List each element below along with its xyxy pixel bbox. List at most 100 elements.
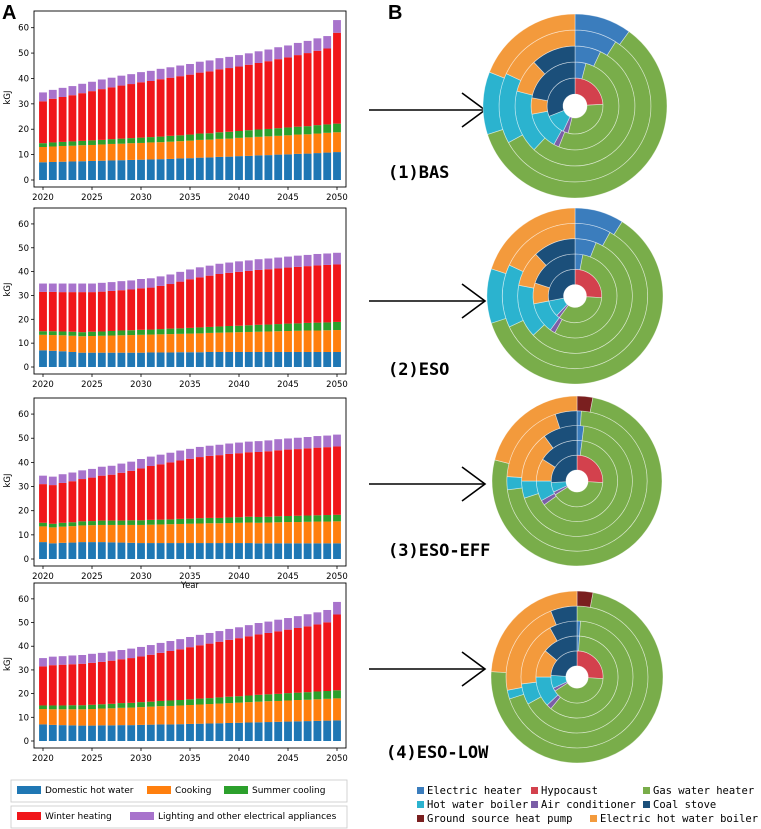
bar-segment: [195, 634, 204, 646]
bar-segment: [58, 522, 67, 527]
x-tick-label: 2040: [228, 572, 250, 582]
bar-segment: [39, 666, 47, 706]
bar-segment: [137, 724, 145, 741]
x-tick-label: 2020: [32, 572, 54, 582]
bar-segment: [244, 702, 253, 723]
bar-segment: [333, 720, 341, 741]
bar-segment: [146, 645, 155, 655]
bar-segment: [78, 525, 87, 543]
bar-segment: [39, 101, 47, 144]
bar-segment: [313, 447, 322, 516]
bar-segment: [107, 290, 116, 331]
bar-segment: [156, 724, 165, 741]
y-axis-label: kGJ: [3, 282, 13, 296]
bar-segment: [225, 138, 234, 157]
bar-segment: [215, 703, 224, 724]
bar-segment: [78, 93, 87, 141]
sunburst-4: [490, 590, 664, 764]
y-tick-label: 60: [18, 595, 29, 605]
y-tick-label: 10: [18, 713, 29, 723]
bar-segment: [215, 332, 224, 352]
bar-segment: [48, 350, 57, 367]
bar-segment: [107, 708, 116, 726]
bar-segment: [264, 49, 273, 62]
bar-segment: [68, 542, 77, 559]
bar-segment: [274, 693, 283, 701]
x-tick-label: 2035: [179, 193, 201, 203]
bar-segment: [254, 51, 263, 63]
bar-segment: [235, 517, 243, 523]
bar-segment: [88, 292, 96, 332]
bar-segment: [274, 700, 283, 722]
bar-segment: [235, 351, 243, 367]
bar-segment: [323, 264, 332, 323]
bar-segment: [195, 704, 204, 724]
bar-segment: [78, 470, 87, 480]
bar-segment: [323, 720, 332, 741]
legend-b-swatch: [417, 815, 424, 822]
bar-segment: [156, 159, 165, 180]
bar-segment: [58, 161, 67, 180]
bar-segment: [39, 484, 47, 523]
bar-segment: [107, 160, 116, 180]
bar-segment: [127, 725, 136, 741]
bar-segment: [293, 153, 302, 180]
bar-segment: [195, 543, 204, 559]
bar-segment: [323, 447, 332, 516]
bar-segment: [48, 98, 57, 143]
bar-segment: [195, 352, 204, 367]
bar-segment: [274, 324, 283, 332]
bar-segment: [78, 709, 87, 726]
bar-segment: [186, 636, 194, 648]
bar-segment: [284, 700, 292, 722]
bar-segment: [39, 162, 47, 180]
bar-segment: [97, 331, 106, 336]
bar-segment: [107, 352, 116, 367]
bar-segment: [215, 697, 224, 704]
bar-segment: [137, 279, 145, 289]
bar-segment: [323, 322, 332, 331]
bar-segment: [303, 153, 312, 180]
bar-segment: [274, 135, 283, 155]
bar-segment: [48, 476, 57, 486]
bar-segment: [235, 442, 243, 454]
bar-segment: [146, 519, 155, 525]
y-tick-label: 10: [18, 151, 29, 161]
bar-segment: [195, 61, 204, 73]
bar-segment: [117, 650, 126, 660]
y-tick-label: 40: [18, 74, 29, 84]
bar-segment: [97, 524, 106, 543]
bar-segment: [127, 159, 136, 180]
bar-segment: [166, 543, 175, 559]
bar-segment: [205, 723, 214, 741]
bar-segment: [97, 542, 106, 559]
x-tick-label: 2025: [81, 572, 103, 582]
bar-segment: [97, 282, 106, 292]
bar-segment: [78, 521, 87, 526]
bar-segment: [186, 158, 194, 180]
bar-segment: [48, 146, 57, 162]
bar-segment: [78, 292, 87, 333]
bar-segment: [39, 475, 47, 485]
bar-segment: [323, 253, 332, 265]
bar-segment: [205, 517, 214, 524]
x-tick-label: 2030: [130, 380, 152, 390]
bar-segment: [156, 543, 165, 559]
bar-segment: [176, 76, 185, 136]
bar-segment: [323, 691, 332, 699]
bar-segment: [313, 265, 322, 323]
bar-segment: [235, 55, 243, 67]
x-tick-label: 2040: [228, 193, 250, 203]
bar-segment: [254, 129, 263, 137]
bar-segment: [186, 279, 194, 328]
bar-segment: [274, 619, 283, 632]
bar-segment: [107, 143, 116, 161]
bar-segment: [293, 323, 302, 331]
y-axis-label: kGJ: [3, 473, 13, 487]
bar-segment: [48, 335, 57, 351]
x-tick-label: 2040: [228, 754, 250, 764]
bar-segment: [78, 83, 87, 94]
bar-segment: [244, 270, 253, 326]
bar-segment: [166, 135, 175, 142]
